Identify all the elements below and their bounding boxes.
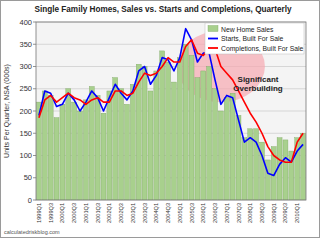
bar xyxy=(201,71,206,200)
legend-swatch xyxy=(208,26,218,32)
bar xyxy=(301,133,306,200)
x-tick-label: 1999Q3 xyxy=(48,203,54,223)
bar xyxy=(213,89,218,200)
bar xyxy=(130,84,135,200)
x-tick-label: 2008Q1 xyxy=(247,203,253,223)
bar xyxy=(254,129,259,200)
x-tick-label: 2006Q3 xyxy=(212,203,218,223)
tick-mark xyxy=(33,200,36,201)
annotation-line: Overbuilding xyxy=(233,84,282,93)
bar xyxy=(72,102,77,200)
bar xyxy=(218,111,223,200)
line xyxy=(39,29,303,176)
bar xyxy=(224,98,229,200)
plot-frame xyxy=(36,22,306,200)
x-tick-label: 2002Q3 xyxy=(118,203,124,223)
title: Single Family Homes, Sales vs. Starts an… xyxy=(34,5,292,14)
bar xyxy=(189,55,194,200)
tick-mark xyxy=(33,177,36,178)
bar xyxy=(89,87,94,200)
x-tick-label: 2003Q1 xyxy=(130,203,136,223)
x-tick-label: 2006Q1 xyxy=(200,203,206,223)
x-tick-label: 2010Q1 xyxy=(294,203,300,223)
chart-frame xyxy=(1,1,320,238)
y-tick-label: 250 xyxy=(19,84,32,93)
legend-swatch xyxy=(208,38,218,40)
tick-mark xyxy=(33,88,36,89)
bar xyxy=(125,104,130,200)
tick-mark xyxy=(33,22,36,23)
tick-mark xyxy=(33,133,36,134)
tick-mark xyxy=(33,111,36,112)
legend: New Home Sales Starts, Built For Sale Comp… xyxy=(205,23,304,54)
bar xyxy=(183,44,188,200)
bar xyxy=(160,51,165,200)
bar xyxy=(101,113,106,200)
source: calculatedriskblog.com xyxy=(4,229,60,235)
y-tick-label: 0 xyxy=(28,196,32,205)
y-tick-label: 350 xyxy=(19,40,32,49)
chart: 0 50 100 150 200 250 300 350 400 1999Q1 1999Q3 2000… xyxy=(0,0,320,238)
x-tick-label: 2007Q1 xyxy=(224,203,230,223)
bar xyxy=(142,67,147,201)
bar xyxy=(230,93,235,200)
legend-label: Starts, Built For Sale xyxy=(221,35,284,42)
x-tick-label: 2009Q1 xyxy=(271,203,277,223)
x-tick-label: 1999Q1 xyxy=(36,203,42,223)
x-tick-label: 2001Q1 xyxy=(83,203,89,223)
bar xyxy=(113,78,118,200)
bar xyxy=(242,138,247,200)
x-tick-label: 2001Q3 xyxy=(95,203,101,223)
y-axis-label: Units Per Quarter, NSA (000s) xyxy=(3,64,11,158)
annotation-line: Significant xyxy=(238,75,279,84)
legend-label: Completions, Built For Sale xyxy=(221,45,304,53)
x-tick-label: 2002Q1 xyxy=(106,203,112,223)
bar xyxy=(148,91,153,200)
bar xyxy=(119,89,124,200)
tick-mark xyxy=(33,66,36,67)
y-tick-label: 100 xyxy=(19,151,32,160)
x-tick-label: 2005Q3 xyxy=(189,203,195,223)
x-tick-label: 2003Q3 xyxy=(142,203,148,223)
legend-box xyxy=(205,23,304,54)
bar xyxy=(60,104,65,200)
bar xyxy=(83,100,88,200)
bar xyxy=(95,95,100,200)
x-tick-label: 2008Q3 xyxy=(259,203,265,223)
legend-label: New Home Sales xyxy=(221,26,274,33)
y-tick-label: 400 xyxy=(19,18,32,27)
y-tick-label: 150 xyxy=(19,129,32,138)
legend-swatch xyxy=(208,47,218,49)
tick-mark xyxy=(33,44,36,45)
plot-area xyxy=(36,22,306,200)
bar xyxy=(48,95,53,200)
tick-mark xyxy=(33,155,36,156)
bar xyxy=(195,78,200,200)
marks xyxy=(36,29,305,200)
x-tick-label: 2005Q1 xyxy=(177,203,183,223)
x-tick-label: 2000Q3 xyxy=(71,203,77,223)
bar xyxy=(283,140,288,200)
bar xyxy=(166,62,171,200)
bar xyxy=(107,91,112,200)
x-tick-label: 2004Q1 xyxy=(153,203,159,223)
y-tick-label: 300 xyxy=(19,62,32,71)
bar xyxy=(207,67,212,201)
x-tick-label: 2009Q3 xyxy=(282,203,288,223)
bar xyxy=(177,58,182,200)
y-tick-label: 50 xyxy=(24,173,32,182)
bar xyxy=(66,89,71,200)
bar xyxy=(171,82,176,200)
line xyxy=(39,40,303,162)
x-tick-label: 2004Q3 xyxy=(165,203,171,223)
bar xyxy=(54,118,59,200)
x-tick-label: 2000Q1 xyxy=(59,203,65,223)
x-tick-label: 2007Q3 xyxy=(236,203,242,223)
annotation: SignificantOverbuilding xyxy=(233,75,282,93)
bar xyxy=(154,71,159,200)
y-tick-label: 200 xyxy=(19,107,32,116)
bar xyxy=(78,111,83,200)
